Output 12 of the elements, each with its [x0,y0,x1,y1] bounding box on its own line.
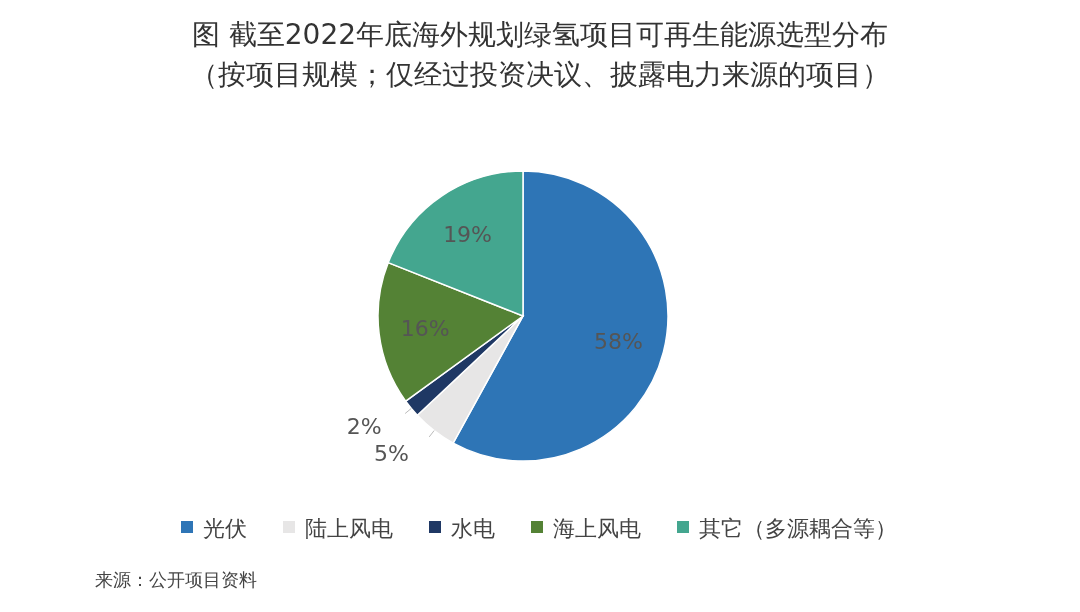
source-note: 来源：公开项目资料 [95,569,257,590]
legend-label: 陆上风电 [305,516,393,541]
legend-label: 光伏 [203,516,247,541]
data-label: 5% [374,440,409,466]
legend-label: 其它（多源耦合等） [699,516,897,541]
chart-title: 图 截至2022年底海外规划绿氢项目可再生能源选型分布 [191,18,889,51]
data-label: 19% [443,222,493,248]
legend-label: 水电 [451,516,495,541]
data-label: 58% [594,328,643,354]
data-label: 2% [346,414,382,440]
legend-label: 海上风电 [553,516,641,541]
chart-subtitle: （按项目规模；仅经过投资决议、披露电力来源的项目） [190,58,890,91]
